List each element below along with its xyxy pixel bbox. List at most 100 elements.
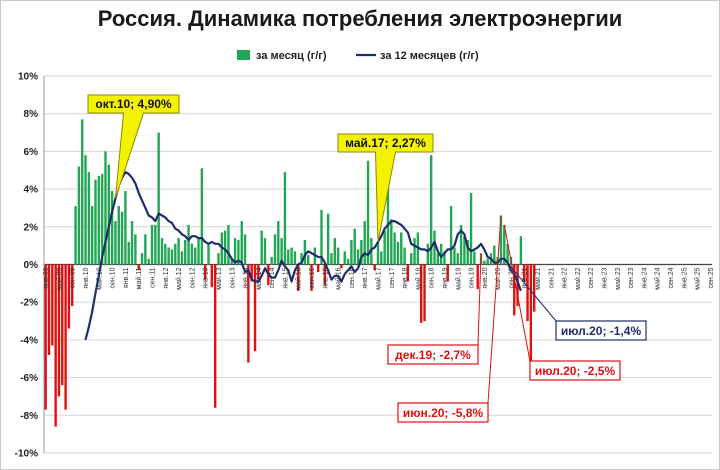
x-tick-label: сен.23 bbox=[628, 267, 635, 288]
x-tick-label: сен.21 bbox=[548, 267, 555, 288]
x-tick-label: янв.16 bbox=[322, 267, 329, 288]
bar bbox=[67, 264, 71, 329]
x-tick-label: май.12 bbox=[175, 267, 183, 289]
bar bbox=[81, 119, 84, 265]
bar bbox=[533, 264, 536, 312]
y-tick-label: 0% bbox=[24, 260, 39, 271]
bar bbox=[446, 264, 449, 282]
bar bbox=[383, 230, 386, 265]
bar bbox=[363, 221, 366, 265]
bar bbox=[147, 258, 150, 265]
y-tick-label: -10% bbox=[15, 449, 38, 460]
annotation-leader bbox=[503, 224, 531, 362]
bar bbox=[436, 253, 440, 265]
x-tick-label: май.13 bbox=[215, 267, 223, 289]
annotation-box bbox=[529, 360, 621, 381]
bar bbox=[429, 155, 433, 265]
bar bbox=[529, 264, 533, 374]
x-tick-label: сен.12 bbox=[189, 267, 196, 288]
annotation-label: окт.10; 4,90% bbox=[95, 97, 172, 111]
bar bbox=[410, 253, 413, 265]
bar bbox=[184, 239, 187, 265]
bar bbox=[456, 253, 459, 265]
bar bbox=[84, 155, 87, 265]
bar bbox=[54, 264, 57, 427]
bar bbox=[283, 172, 287, 265]
y-tick-label: 2% bbox=[24, 222, 39, 233]
bar bbox=[51, 264, 54, 346]
x-tick-label: сен.20 bbox=[508, 267, 515, 288]
bar bbox=[420, 264, 423, 323]
bar bbox=[476, 264, 479, 290]
x-tick-label: май.20 bbox=[494, 267, 502, 289]
x-tick-label: май.09 bbox=[55, 267, 63, 289]
bar bbox=[380, 251, 383, 265]
bar bbox=[240, 221, 243, 265]
bar bbox=[290, 247, 293, 265]
bar bbox=[277, 221, 280, 265]
bar bbox=[423, 264, 426, 322]
y-tick-label: -4% bbox=[20, 335, 38, 346]
bar bbox=[87, 172, 91, 265]
bar bbox=[270, 256, 273, 265]
bar bbox=[233, 238, 237, 265]
bar bbox=[47, 264, 51, 355]
bar bbox=[200, 168, 204, 265]
bar bbox=[257, 264, 260, 280]
bar bbox=[57, 264, 61, 397]
annotation-box bbox=[397, 402, 489, 423]
bar bbox=[280, 238, 283, 265]
bar bbox=[360, 239, 363, 265]
x-tick-label: янв.22 bbox=[562, 267, 569, 288]
y-tick-label: 8% bbox=[24, 109, 39, 120]
x-tick-label: янв.12 bbox=[163, 267, 170, 288]
bar bbox=[443, 251, 446, 265]
bar bbox=[61, 264, 64, 386]
bar bbox=[107, 164, 111, 265]
annotation-leader bbox=[503, 258, 557, 322]
bar bbox=[140, 253, 144, 265]
bar bbox=[110, 190, 114, 265]
bar bbox=[194, 247, 197, 265]
x-tick-label: янв.20 bbox=[482, 267, 489, 288]
bar bbox=[177, 238, 180, 265]
x-tick-label: сен.13 bbox=[229, 267, 236, 288]
bar bbox=[167, 247, 170, 265]
bar bbox=[263, 238, 267, 265]
bar bbox=[154, 224, 157, 265]
bar bbox=[310, 264, 313, 291]
annotation-box bbox=[387, 344, 479, 365]
bar bbox=[144, 234, 147, 265]
x-tick-label: май.24 bbox=[654, 267, 662, 289]
bar bbox=[376, 241, 380, 265]
annotation-callout bbox=[337, 133, 434, 242]
annotation-label: июл.20; -2,5% bbox=[535, 364, 616, 378]
x-tick-label: май.25 bbox=[694, 267, 702, 289]
x-tick-label: янв.13 bbox=[203, 267, 210, 288]
bar bbox=[117, 206, 120, 265]
annotation-label: июн.20; -5,8% bbox=[403, 406, 484, 420]
bar bbox=[307, 255, 310, 265]
x-tick-label: янв.11 bbox=[123, 267, 130, 288]
y-tick-label: -8% bbox=[20, 411, 38, 422]
bar bbox=[336, 247, 340, 265]
bar bbox=[130, 221, 134, 265]
bar bbox=[326, 213, 330, 265]
bar bbox=[343, 251, 346, 265]
bar bbox=[297, 264, 300, 291]
bar bbox=[473, 251, 476, 265]
x-tick-label: сен.25 bbox=[708, 267, 715, 288]
bar bbox=[213, 264, 217, 408]
annotation-leader bbox=[487, 215, 502, 404]
bar bbox=[486, 258, 489, 265]
bar bbox=[449, 206, 453, 265]
bar bbox=[433, 230, 436, 265]
bar bbox=[273, 234, 277, 265]
bar bbox=[526, 264, 529, 322]
bar bbox=[346, 258, 350, 265]
x-tick-label: сен.10 bbox=[110, 267, 117, 288]
bar bbox=[499, 215, 503, 265]
bar bbox=[506, 243, 509, 265]
